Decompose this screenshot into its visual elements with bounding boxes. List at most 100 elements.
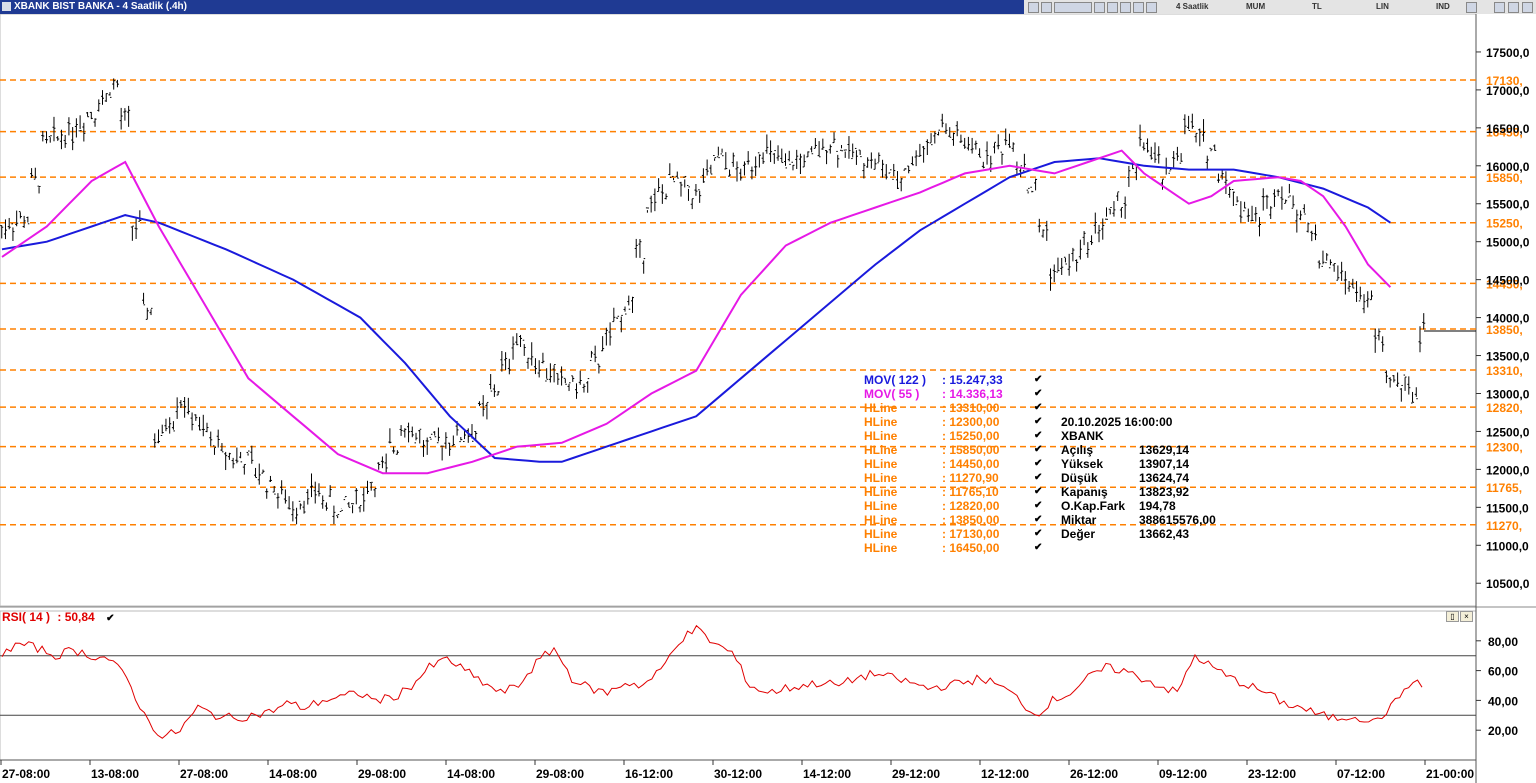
hline-label-bg	[1477, 320, 1536, 337]
ohlc-key: Değer	[1061, 527, 1096, 541]
legend-hline-row[interactable]: HLine: 15850,00 ✔	[864, 443, 1092, 457]
y-tick-label: 11000,0	[1486, 539, 1529, 553]
y-tick-label: 14000,0	[1486, 312, 1530, 326]
pin-icon[interactable]	[1466, 2, 1477, 13]
visible-check-icon[interactable]: ✔	[1034, 444, 1043, 455]
legend-hline-name: HLine	[864, 443, 898, 457]
scale-selector[interactable]: LIN	[1376, 2, 1389, 11]
visible-check-icon[interactable]: ✔	[1034, 486, 1043, 497]
currency-selector[interactable]: TL	[1312, 2, 1322, 11]
legend-hline-name: HLine	[864, 429, 898, 443]
y-tick-label: 12000,0	[1486, 463, 1530, 477]
visible-check-icon[interactable]: ✔	[1034, 528, 1043, 539]
ohlc-value: 13823,92	[1139, 485, 1190, 499]
legend-hline-row[interactable]: HLine: 12820,00 ✔	[864, 499, 1092, 513]
draw-tool-icon[interactable]	[1054, 2, 1092, 13]
mov122-line[interactable]	[1, 157, 1391, 463]
x-tick-label: 12-12:00	[981, 767, 1029, 781]
visible-check-icon[interactable]: ✔	[1034, 514, 1043, 525]
visible-check-icon[interactable]: ✔	[1034, 388, 1043, 399]
y-tick-label: 17500,0	[1486, 46, 1530, 60]
ohlc-value: 13907,14	[1139, 457, 1190, 471]
legend-hline-row[interactable]: HLine: 13850,00 ✔	[864, 513, 1092, 527]
legend-hline-value: : 13850,00	[942, 513, 1000, 527]
period-selector[interactable]: 4 Saatlik	[1176, 2, 1209, 11]
legend-hline-value: : 12820,00	[942, 499, 1000, 513]
legend-hline-row[interactable]: HLine: 16450,00 ✔	[864, 541, 1092, 555]
rsi-pane-controls: ▯ ×	[1446, 611, 1474, 623]
legend-hline-value: : 17130,00	[942, 527, 1000, 541]
hline-label-bg	[1477, 399, 1536, 416]
candle-type-selector[interactable]: MUM	[1246, 2, 1266, 11]
x-tick-label: 23-12:00	[1248, 767, 1296, 781]
legend-mov55-value: : 14.336,13	[942, 387, 1003, 401]
x-tick-label: 26-12:00	[1070, 767, 1118, 781]
x-tick-label: 16-12:00	[625, 767, 673, 781]
ohlc-row: Açılış 13629,14	[1061, 443, 1216, 457]
visible-check-icon[interactable]: ✔	[1034, 472, 1043, 483]
legend-hline-row[interactable]: HLine: 11270,90 ✔	[864, 471, 1092, 485]
legend-hline-row[interactable]: HLine: 12300,00 ✔	[864, 415, 1092, 429]
y-tick-label: 13000,0	[1486, 387, 1530, 401]
x-tick-label: 29-08:00	[536, 767, 584, 781]
eraser-icon[interactable]	[1120, 2, 1131, 13]
flag-icon[interactable]	[1133, 2, 1144, 13]
x-tick-label: 30-12:00	[714, 767, 762, 781]
rsi-line[interactable]	[1, 624, 1423, 739]
legend-mov55[interactable]: MOV( 55 ): 14.336,13 ✔	[864, 387, 1092, 401]
zoom-icon[interactable]	[1094, 2, 1105, 13]
visible-check-icon[interactable]: ✔	[1034, 374, 1043, 385]
legend-hline-value: : 13310,00	[942, 401, 1000, 415]
visible-check-icon[interactable]: ✔	[1034, 430, 1043, 441]
rsi-y-tick-label: 40,00	[1488, 694, 1518, 708]
hline-label-bg	[1477, 361, 1536, 378]
visible-check-icon[interactable]: ✔	[1034, 402, 1043, 413]
ohlc-symbol: XBANK	[1061, 429, 1104, 443]
hline-label: 13850,	[1486, 323, 1523, 337]
ohlc-key: Açılış	[1061, 443, 1094, 457]
visible-check-icon[interactable]: ✔	[106, 613, 115, 624]
ohlc-value: 194,78	[1139, 499, 1176, 513]
visible-check-icon[interactable]: ✔	[1034, 458, 1043, 469]
legend-hline-value: : 14450,00	[942, 457, 1000, 471]
ohlc-key: Düşük	[1061, 471, 1098, 485]
x-tick-label: 09-12:00	[1159, 767, 1207, 781]
dropdown-icon[interactable]	[1146, 2, 1157, 13]
legend-hline-row[interactable]: HLine: 13310,00 ✔	[864, 401, 1092, 415]
visible-check-icon[interactable]: ✔	[1034, 542, 1043, 553]
pane-collapse-icon[interactable]: ▯	[1446, 611, 1459, 622]
maximize-icon[interactable]	[1508, 2, 1519, 13]
indicator-legend: MOV( 122 ): 15.247,33 ✔ MOV( 55 ): 14.336…	[864, 373, 1092, 555]
pencil-icon[interactable]	[1107, 2, 1118, 13]
ohlc-row: Değer 13662,43	[1061, 527, 1216, 541]
minimize-icon[interactable]	[1494, 2, 1505, 13]
legend-hline-name: HLine	[864, 471, 898, 485]
ohlc-datetime: 20.10.2025 16:00:00	[1061, 415, 1173, 429]
bar-chart-icon[interactable]	[1028, 2, 1039, 13]
rsi-legend[interactable]: RSI( 14 ) : 50,84 ✔	[2, 610, 114, 624]
price-chart[interactable]: 17130, 16450, 15850, 15250, 14450, 13850, 1331…	[0, 14, 1536, 783]
legend-hline-value: : 12300,00	[942, 415, 1000, 429]
legend-hline-row[interactable]: HLine : 15250,00 ✔	[864, 429, 1092, 443]
mov55-line[interactable]	[1, 149, 1392, 475]
hline-label-bg	[1477, 123, 1536, 140]
settings-icon[interactable]	[1041, 2, 1052, 13]
hline-label: 14450,	[1486, 277, 1523, 291]
y-tick-label: 12500,0	[1486, 425, 1530, 439]
visible-check-icon[interactable]: ✔	[1034, 416, 1043, 427]
close-icon[interactable]	[1522, 2, 1533, 13]
x-tick-label: 14-08:00	[447, 767, 495, 781]
y-tick-label: 15500,0	[1486, 198, 1530, 212]
indicator-selector[interactable]: IND	[1436, 2, 1450, 11]
hline-label-bg	[1477, 275, 1536, 292]
legend-hline-row[interactable]: HLine: 11765,10 ✔	[864, 485, 1092, 499]
legend-hline-value: : 15250,00	[942, 429, 1000, 443]
pane-close-icon[interactable]: ×	[1460, 611, 1473, 622]
visible-check-icon[interactable]: ✔	[1034, 500, 1043, 511]
legend-hline-row[interactable]: HLine: 17130,00 ✔	[864, 527, 1092, 541]
hline-label-bg	[1477, 72, 1536, 89]
legend-mov122-value: : 15.247,33	[942, 373, 1003, 387]
legend-hline-value: : 11765,10	[942, 485, 999, 499]
legend-mov122[interactable]: MOV( 122 ): 15.247,33 ✔	[864, 373, 1092, 387]
legend-hline-row[interactable]: HLine: 14450,00 ✔	[864, 457, 1092, 471]
